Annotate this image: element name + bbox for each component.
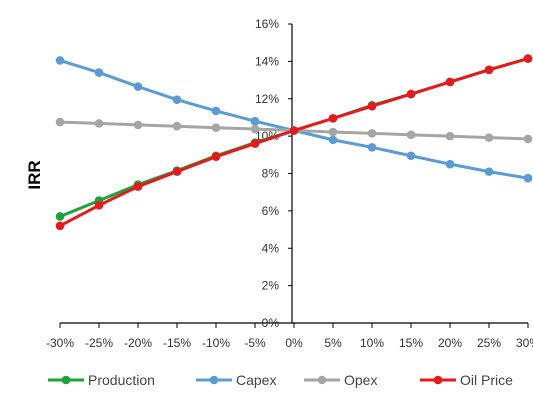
data-point-capex	[94, 68, 104, 77]
y-tick-label: 2%	[262, 279, 280, 293]
data-point-oil-price	[445, 77, 455, 87]
x-tick-label: -20%	[124, 336, 152, 350]
data-point-capex	[367, 143, 377, 152]
data-point-capex	[211, 106, 221, 116]
data-point-capex	[406, 151, 416, 161]
data-point-oil-price	[55, 221, 65, 231]
data-point-capex	[484, 167, 494, 176]
legend-label: Opex	[344, 372, 377, 388]
x-tick-label: -25%	[85, 336, 113, 350]
axes-layer: 0% 2% 4% 6% 8% 10% 12% 14% 16% -30% -25% -20% -15% -1…	[46, 17, 533, 350]
data-point-oil-price	[406, 89, 416, 99]
legend: Production Capex Opex Oil Price	[48, 372, 513, 388]
y-tick-label: 12%	[255, 92, 279, 106]
legend-swatch-marker	[209, 375, 219, 385]
data-point-opex	[406, 130, 416, 140]
legend-item-oil-price: Oil Price	[420, 372, 513, 388]
data-point-capex	[172, 95, 182, 104]
legend-item-capex: Capex	[196, 372, 276, 388]
data-point-oil-price	[484, 65, 494, 75]
x-tick-label: 15%	[399, 336, 423, 350]
y-axis-title: IRR	[25, 160, 44, 189]
x-tick-label: 5%	[324, 336, 342, 350]
legend-item-production: Production	[48, 372, 155, 388]
data-point-oil-price	[172, 167, 182, 176]
x-tick-label: 25%	[477, 336, 501, 350]
data-point-oil-price	[367, 101, 377, 111]
data-point-opex	[55, 117, 65, 127]
x-tick-label: 10%	[360, 336, 384, 350]
data-point-oil-price	[328, 114, 338, 123]
series-capex	[55, 56, 533, 183]
data-point-oil-price	[94, 200, 104, 210]
legend-swatch-marker	[317, 375, 327, 385]
legend-swatch-marker	[433, 375, 443, 385]
y-tick-label: 0%	[262, 316, 280, 330]
y-tick-label: 16%	[255, 17, 279, 31]
x-tick-label: -30%	[46, 336, 74, 350]
data-point-opex	[328, 127, 338, 137]
x-tick-label: -10%	[202, 336, 230, 350]
data-point-oil-price	[289, 126, 299, 135]
series-oil-price	[55, 54, 533, 231]
data-point-opex	[94, 119, 104, 128]
legend-label: Capex	[236, 372, 276, 388]
x-tick-label: 0%	[285, 336, 303, 350]
data-point-opex	[367, 129, 377, 138]
y-tick-label: 8%	[262, 167, 280, 181]
data-point-capex	[250, 116, 260, 126]
legend-label: Oil Price	[460, 372, 513, 388]
data-point-capex	[445, 159, 455, 169]
data-point-capex	[523, 173, 533, 183]
x-tick-label: 20%	[438, 336, 462, 350]
data-point-oil-price	[211, 152, 221, 161]
data-point-opex	[133, 120, 143, 130]
data-point-production	[55, 212, 65, 221]
legend-item-opex: Opex	[304, 372, 377, 388]
data-point-opex	[523, 134, 533, 144]
data-point-capex	[328, 135, 338, 145]
x-tick-label: 30%	[516, 336, 533, 350]
x-tick-label: -15%	[163, 336, 191, 350]
legend-label: Production	[88, 372, 155, 388]
y-tick-label: 4%	[262, 241, 280, 255]
y-tick-label: 14%	[255, 54, 279, 68]
y-tick-label: 6%	[262, 204, 280, 218]
legend-swatch-marker	[61, 375, 71, 385]
data-point-oil-price	[523, 54, 533, 63]
data-point-opex	[211, 123, 221, 133]
data-point-capex	[133, 82, 143, 91]
data-point-oil-price	[133, 182, 143, 191]
series-layer	[55, 54, 533, 231]
data-point-opex	[484, 133, 494, 142]
data-point-capex	[55, 56, 65, 65]
data-point-oil-price	[250, 139, 260, 148]
data-point-opex	[445, 131, 455, 141]
data-point-opex	[250, 124, 260, 134]
data-point-opex	[172, 121, 182, 131]
x-tick-label: -5%	[244, 336, 266, 350]
